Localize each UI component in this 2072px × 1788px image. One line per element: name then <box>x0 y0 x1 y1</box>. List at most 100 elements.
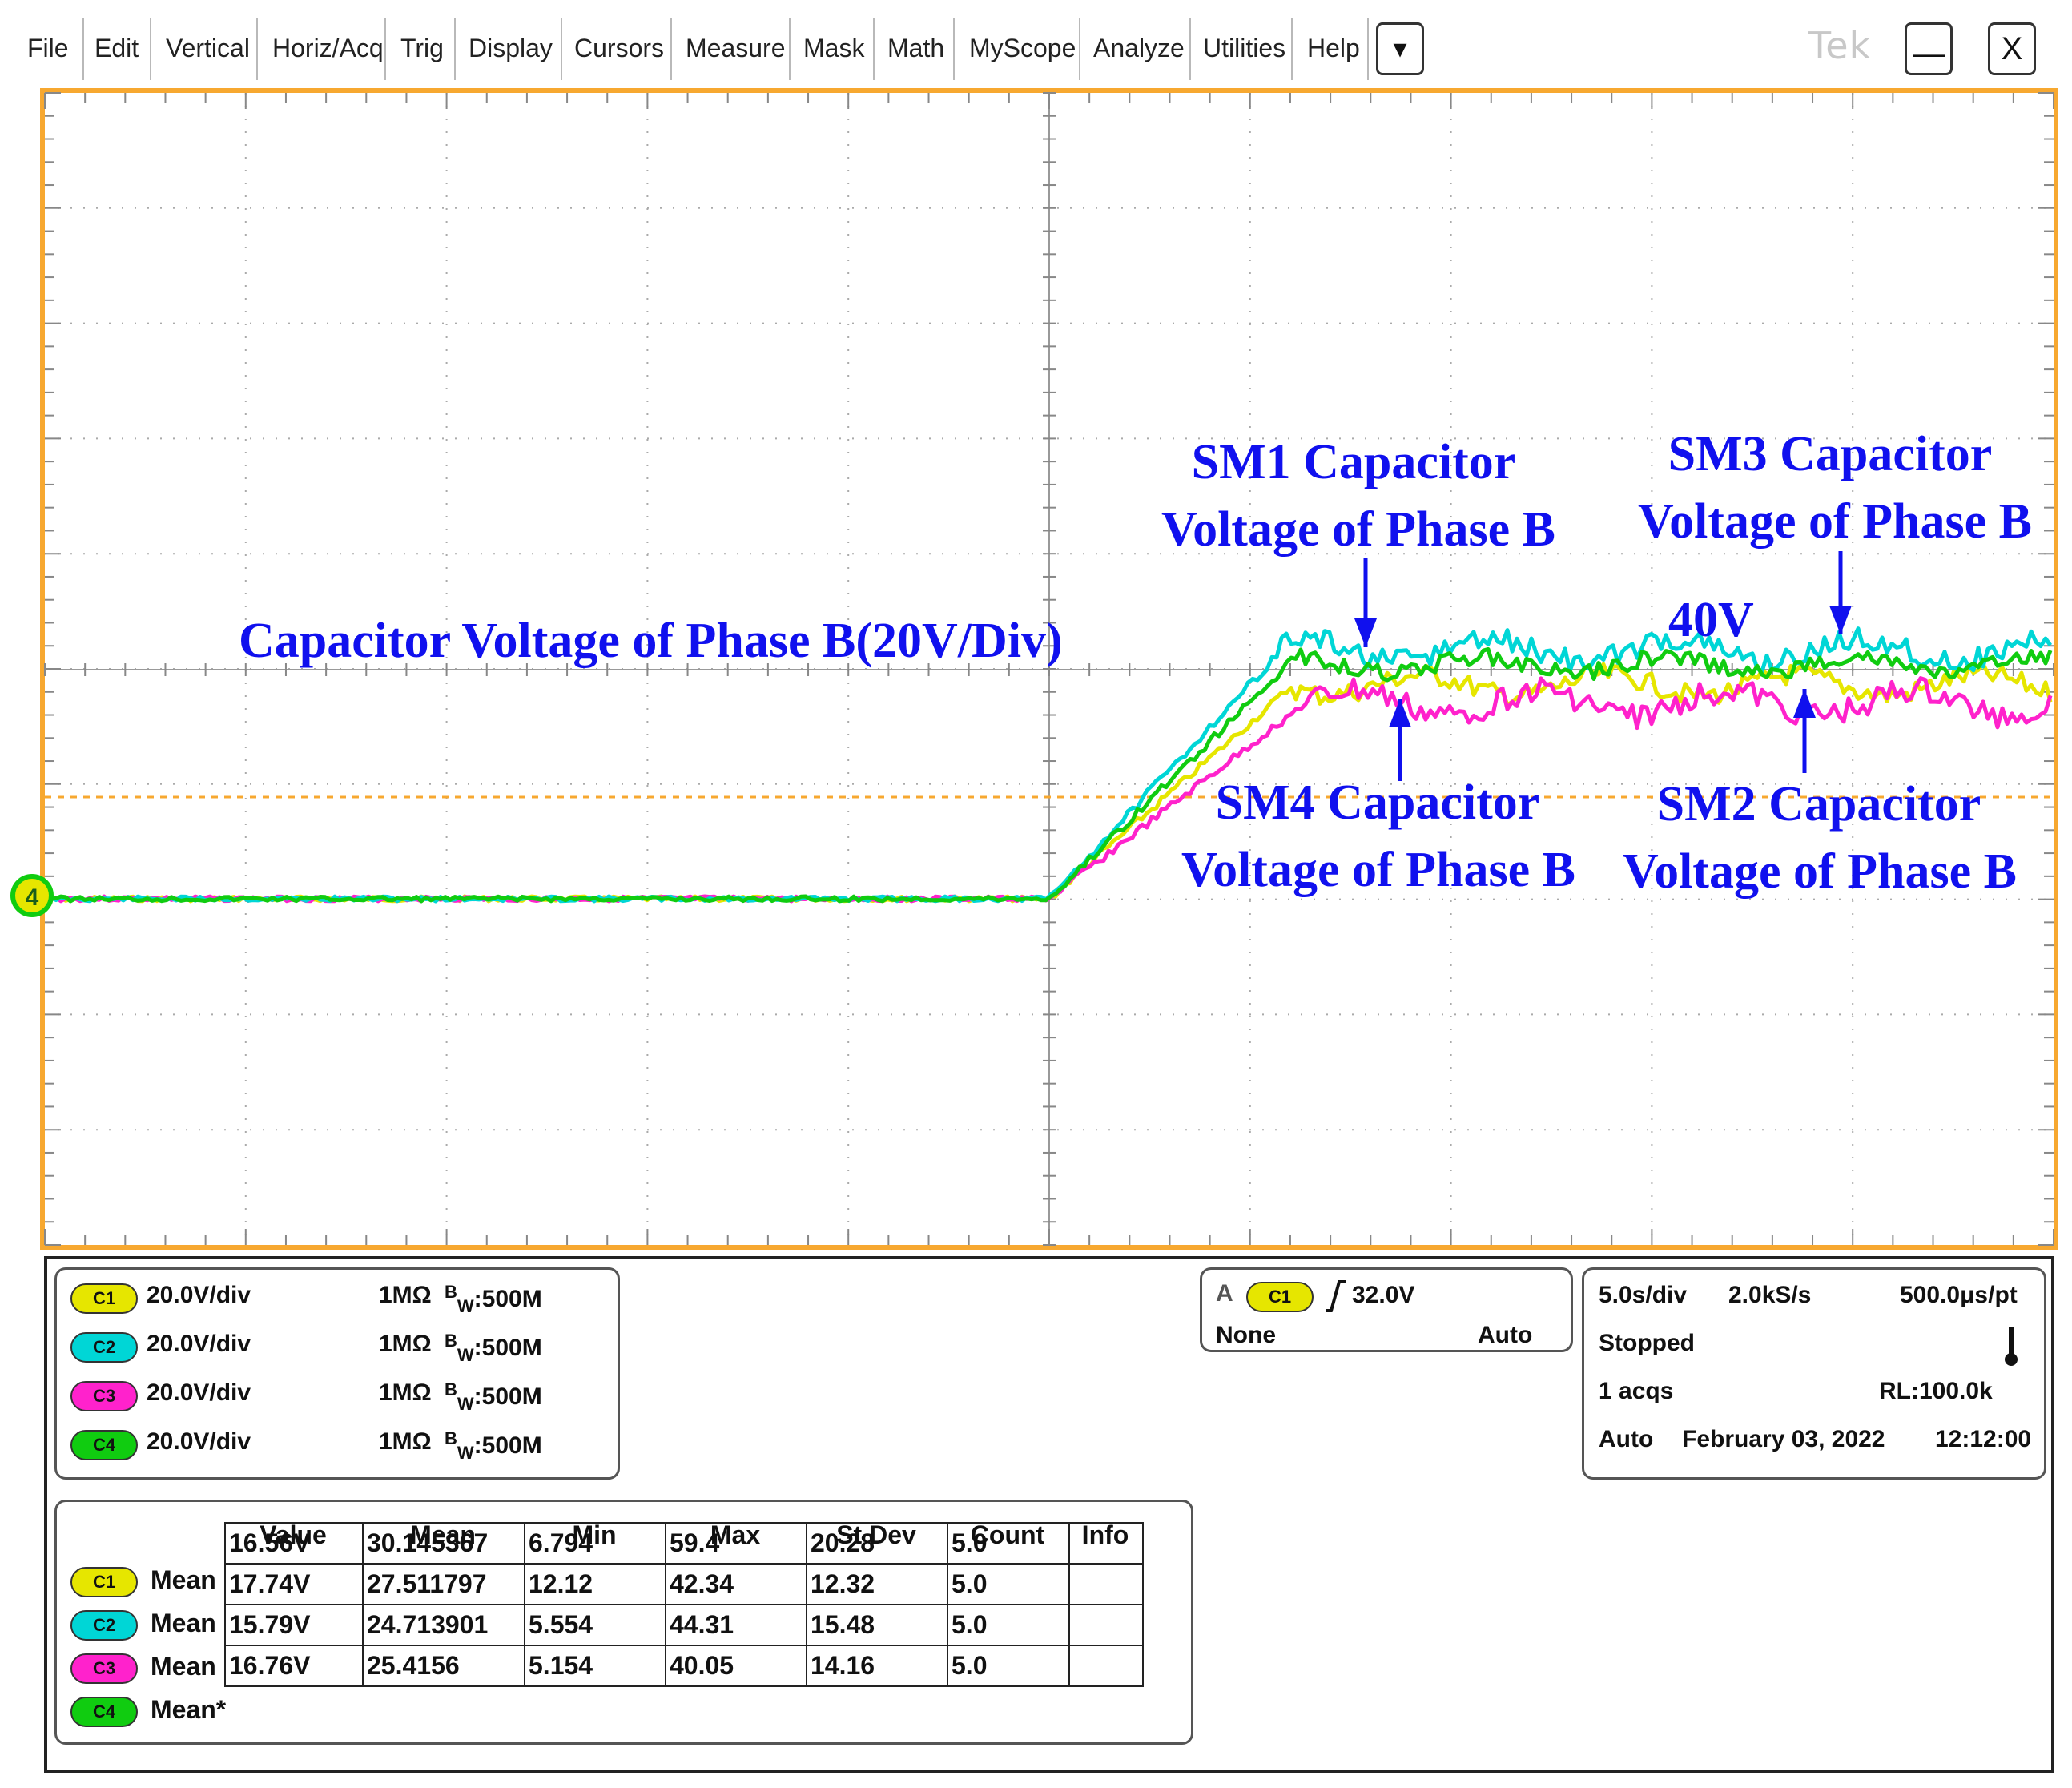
meas-cell-value: 17.74V <box>224 1563 364 1605</box>
trigger-panel[interactable] <box>1200 1267 1573 1352</box>
channel-badge-c3[interactable]: C3 <box>70 1381 138 1411</box>
menu-horiz-acq[interactable]: Horiz/Acq <box>272 34 384 62</box>
channel-scale: 20.0V/div <box>147 1331 251 1357</box>
table-row[interactable]: 17.74V 27.511797 12.12 42.34 12.32 5.0 <box>224 1563 1144 1605</box>
meas-cell-min: 12.12 <box>524 1563 666 1605</box>
meas-badge-c4[interactable]: C4 <box>70 1697 138 1727</box>
menu-myscope[interactable]: MyScope <box>969 34 1076 62</box>
sm1-label-line1: SM1 Capacitor <box>1191 435 1516 489</box>
meas-cell-max: 40.05 <box>665 1645 807 1687</box>
menu-utilities[interactable]: Utilities <box>1203 34 1286 62</box>
acq-state: Stopped <box>1599 1330 1695 1356</box>
tek-logo: Tek <box>1808 24 1872 67</box>
meas-cell-min: 6.794 <box>524 1522 666 1564</box>
menu-analyze[interactable]: Analyze <box>1093 34 1185 62</box>
acq-mode: Auto <box>1599 1426 1654 1452</box>
meas-cell-count: 5.0 <box>947 1645 1070 1687</box>
acq-count: 1 acqs <box>1599 1378 1674 1404</box>
bw-value: :500M <box>473 1383 542 1410</box>
bw-value: :500M <box>473 1432 542 1459</box>
sm4-arrow-head <box>1389 699 1411 727</box>
meas-cell-count: 5.0 <box>947 1604 1070 1646</box>
meas-cell-stdev: 20.28 <box>806 1522 948 1564</box>
menu-separator <box>82 18 84 80</box>
meas-badge-c3[interactable]: C3 <box>70 1653 138 1684</box>
meas-cell-value: 16.56V <box>224 1522 364 1564</box>
menu-measure[interactable]: Measure <box>686 34 786 62</box>
minimize-button[interactable]: — <box>1905 22 1953 75</box>
meas-badge-c1[interactable]: C1 <box>70 1567 138 1597</box>
menu-bar: File Edit Vertical Horiz/Acq Trig Displa… <box>0 0 2072 88</box>
bw-subscript: W <box>457 1345 474 1365</box>
menu-vertical[interactable]: Vertical <box>166 34 250 62</box>
channel-bandwidth: BW:500M <box>445 1331 542 1366</box>
trigger-coupling: None <box>1216 1322 1276 1348</box>
channel-panel[interactable] <box>54 1267 620 1480</box>
menu-file[interactable]: File <box>27 34 69 62</box>
bw-subscript: W <box>457 1443 474 1463</box>
menu-separator <box>789 18 791 80</box>
sm1-annotation: SM1 Capacitor Voltage of Phase B <box>1161 429 1555 563</box>
table-row[interactable]: 16.76V 25.4156 5.154 40.05 14.16 5.0 <box>224 1645 1144 1687</box>
menu-separator <box>384 18 386 80</box>
channel-badge-c1[interactable]: C1 <box>70 1283 138 1314</box>
bw-prefix: B <box>445 1282 457 1302</box>
table-row[interactable]: 15.79V 24.713901 5.554 44.31 15.48 5.0 <box>224 1604 1144 1646</box>
sm3-arrow-head <box>1829 606 1852 634</box>
menu-separator <box>150 18 151 80</box>
meas-cell-count: 5.0 <box>947 1563 1070 1605</box>
meas-badge-c2[interactable]: C2 <box>70 1610 138 1641</box>
channel-badge-c4[interactable]: C4 <box>70 1430 138 1460</box>
sm1-arrow-head <box>1354 618 1377 647</box>
menu-dropdown-button[interactable]: ▾ <box>1376 22 1424 75</box>
menu-separator <box>873 18 875 80</box>
meas-cell-stdev: 15.48 <box>806 1604 948 1646</box>
close-button[interactable]: X <box>1988 22 2036 75</box>
meas-cell-stdev: 14.16 <box>806 1645 948 1687</box>
meas-type-label: Mean <box>151 1609 216 1637</box>
close-icon: X <box>2001 31 2023 66</box>
sample-rate: 2.0kS/s <box>1728 1282 1812 1308</box>
channel-impedance: 1MΩ <box>379 1428 432 1455</box>
sm1-label-line2: Voltage of Phase B <box>1161 502 1555 557</box>
acquisition-panel[interactable] <box>1582 1267 2046 1480</box>
meas-cell-mean: 30.145367 <box>362 1522 525 1564</box>
meas-cell-max: 44.31 <box>665 1604 807 1646</box>
channel-badge-c2[interactable]: C2 <box>70 1332 138 1363</box>
channel-traces <box>30 626 2053 904</box>
channel-impedance: 1MΩ <box>379 1282 432 1308</box>
meas-type-label: Mean <box>151 1652 216 1681</box>
menu-display[interactable]: Display <box>469 34 553 62</box>
menu-separator <box>1291 18 1293 80</box>
bw-prefix: B <box>445 1331 457 1351</box>
meas-cell-mean: 25.4156 <box>362 1645 525 1687</box>
sm3-label-line2: Voltage of Phase B <box>1638 494 2032 549</box>
menu-help[interactable]: Help <box>1307 34 1360 62</box>
menu-separator <box>454 18 456 80</box>
bw-value: :500M <box>473 1335 542 1361</box>
resolution: 500.0μs/pt <box>1900 1282 2018 1308</box>
menu-separator <box>670 18 672 80</box>
meas-cell-mean: 24.713901 <box>362 1604 525 1646</box>
trigger-a-label: A <box>1216 1280 1233 1307</box>
sm3-annotation: SM3 Capacitor Voltage of Phase B <box>1638 421 2032 555</box>
meas-cell-info <box>1068 1645 1144 1687</box>
bw-subscript: W <box>457 1296 474 1316</box>
trigger-source-badge: C1 <box>1246 1282 1314 1312</box>
sm2-label-line2: Voltage of Phase B <box>1623 844 2017 899</box>
menu-separator <box>1189 18 1191 80</box>
menu-math[interactable]: Math <box>887 34 945 62</box>
menu-edit[interactable]: Edit <box>95 34 139 62</box>
meas-cell-info <box>1068 1604 1144 1646</box>
menu-mask[interactable]: Mask <box>803 34 865 62</box>
channel-scale: 20.0V/div <box>147 1428 251 1455</box>
meas-cell-count: 5.0 <box>947 1522 1070 1564</box>
level-40v-annotation: 40V <box>1668 593 1754 647</box>
table-row[interactable]: 16.56V 30.145367 6.794 59.4 20.28 5.0 <box>224 1522 1144 1564</box>
channel-bandwidth: BW:500M <box>445 1379 542 1415</box>
ground-marker-ch4: 4 <box>10 874 54 917</box>
menu-cursors[interactable]: Cursors <box>574 34 665 62</box>
meas-cell-value: 16.76V <box>224 1645 364 1687</box>
menu-trig[interactable]: Trig <box>400 34 444 62</box>
acq-time: 12:12:00 <box>1935 1426 2032 1452</box>
